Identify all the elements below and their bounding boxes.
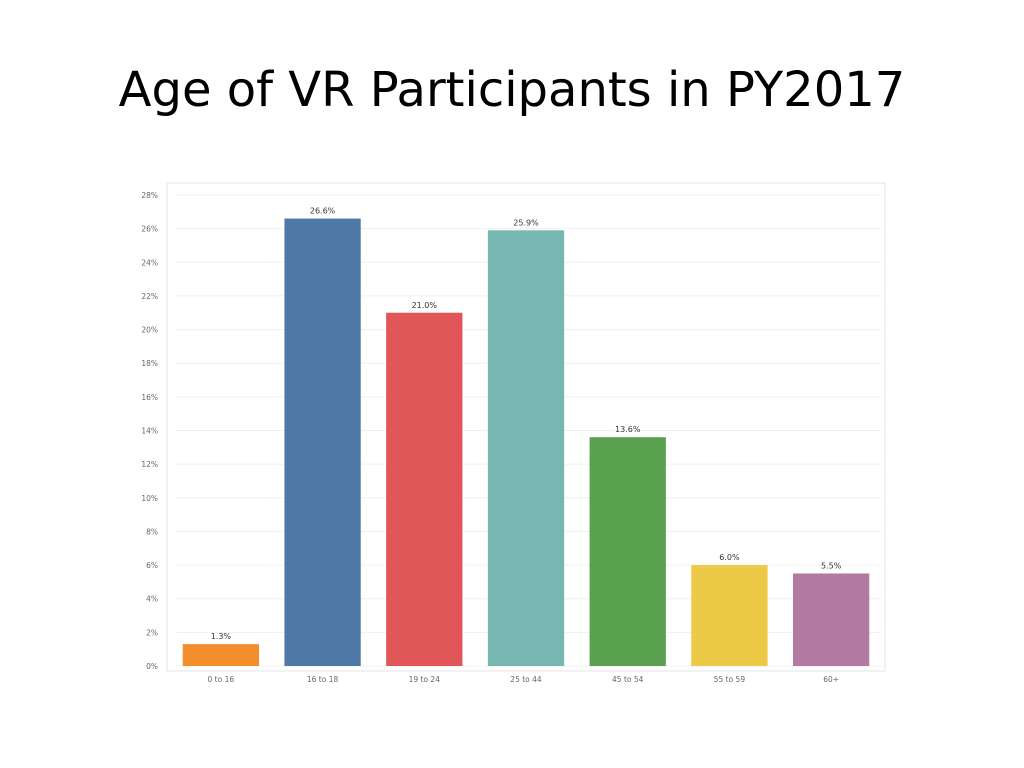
data-label: 5.5% — [821, 561, 842, 570]
y-tick-label: 4% — [146, 595, 158, 604]
bar-16-to-18 — [284, 218, 361, 667]
data-label: 13.6% — [615, 425, 641, 434]
data-label: 25.9% — [513, 218, 539, 227]
x-tick-label: 45 to 54 — [612, 675, 644, 684]
y-tick-label: 16% — [141, 393, 158, 402]
y-tick-label: 6% — [146, 561, 158, 570]
data-label: 21.0% — [412, 301, 438, 310]
y-axis: 0% 2% 4% 6% 8% 10% 12% 14% 16% 18% 20% 22% 24% 26% 28% — [141, 191, 158, 671]
bar-55-to-59 — [691, 565, 768, 666]
y-tick-label: 18% — [141, 359, 158, 368]
bar-60- — [793, 573, 870, 666]
x-tick-label: 16 to 18 — [307, 675, 339, 684]
y-tick-label: 2% — [146, 628, 158, 637]
x-tick-label: 25 to 44 — [510, 675, 542, 684]
y-tick-label: 24% — [141, 258, 158, 267]
y-tick-label: 12% — [141, 460, 158, 469]
y-tick-label: 20% — [141, 326, 158, 335]
x-axis: 0 to 16 16 to 18 19 to 24 25 to 44 45 to 54 5… — [208, 675, 840, 684]
y-tick-label: 26% — [141, 225, 158, 234]
x-tick-label: 55 to 59 — [714, 675, 746, 684]
y-tick-label: 14% — [141, 427, 158, 436]
data-labels: 1.3% 26.6% 21.0% 25.9% 13.6% 6.0% 5.5% — [211, 207, 842, 642]
bar-45-to-54 — [589, 437, 666, 666]
bar-chart: 0% 2% 4% 6% 8% 10% 12% 14% 16% 18% 20% 22% 24% 26% 28%… — [141, 182, 886, 684]
bar-0-to-16 — [182, 644, 259, 666]
slide-title: Age of VR Participants in PY2017 — [118, 62, 906, 118]
y-tick-label: 10% — [141, 494, 158, 503]
y-tick-label: 22% — [141, 292, 158, 301]
y-tick-label: 8% — [146, 527, 158, 536]
bar-25-to-44 — [487, 230, 565, 666]
data-label: 26.6% — [310, 207, 336, 216]
y-tick-label: 0% — [146, 662, 158, 671]
y-tick-label: 28% — [141, 191, 158, 200]
x-tick-label: 0 to 16 — [208, 675, 235, 684]
data-label: 1.3% — [211, 632, 232, 641]
x-tick-label: 19 to 24 — [409, 675, 441, 684]
bars — [182, 218, 870, 667]
plot-frame — [166, 182, 886, 672]
chart-container: 0% 2% 4% 6% 8% 10% 12% 14% 16% 18% 20% 22% 24% 26% 28%… — [130, 180, 890, 690]
data-label: 6.0% — [719, 553, 740, 562]
bar-19-to-24 — [386, 312, 463, 666]
x-tick-label: 60+ — [823, 675, 839, 684]
